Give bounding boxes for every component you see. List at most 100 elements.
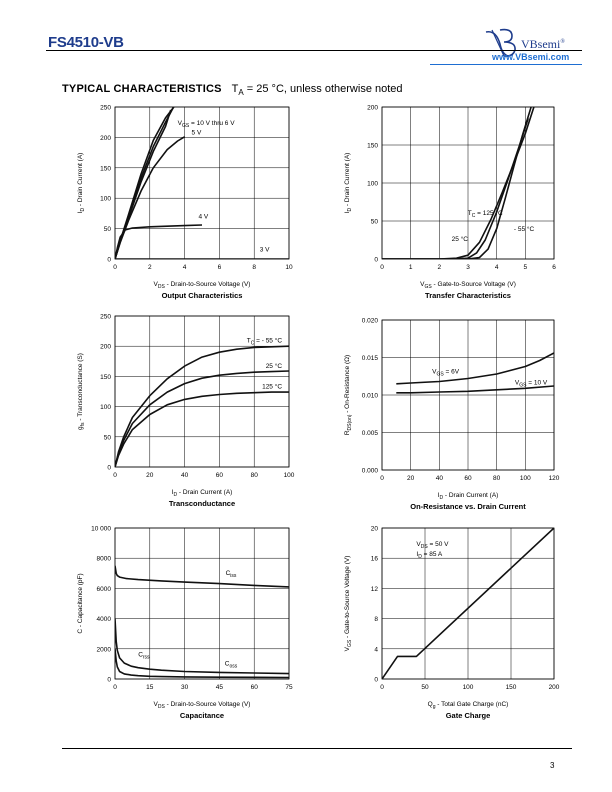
x-tick-label: 2 [148,264,152,271]
y-tick-label: 200 [367,105,378,112]
x-tick-label: 0 [113,264,117,271]
x-axis-label: VGS - Gate-to-Source Voltage (V) [420,281,516,290]
annotation-label: 25 °C [452,235,469,243]
y-tick-label: 100 [100,404,111,411]
x-axis-label: VDS - Drain-to-Source Voltage (V) [154,701,251,710]
y-axis-label: ID - Drain Current (A) [77,153,86,214]
series-line [115,565,289,588]
chart-title: On-Resistance vs. Drain Current [410,502,526,511]
y-tick-label: 50 [104,434,112,441]
section-condition: TA = 25 °C, unless otherwise noted [231,83,403,98]
header-rule-accent [430,64,582,65]
y-tick-label: 10 000 [91,526,111,533]
x-tick-label: 60 [464,475,472,482]
series-line [396,385,554,394]
y-tick-label: 150 [367,143,378,150]
y-tick-label: 250 [100,314,111,321]
y-tick-label: 0.015 [362,355,379,362]
y-axis-label: VGS - Gate-to-Source Voltage (V) [344,556,353,652]
chart-transfer: 0 1 2 3 4 5 6 0 50 100 150 200 TC = 125 °C 25 °C - 55 … [344,105,556,301]
x-tick-label: 0 [113,472,117,479]
annotation-label: 125 °C [262,382,282,390]
x-tick-label: 0 [380,475,384,482]
y-tick-label: 0.020 [362,318,379,325]
y-tick-label: 0 [107,465,111,472]
series-line [115,648,289,679]
y-tick-label: 8 [374,616,378,623]
x-tick-label: 100 [284,472,295,479]
chart-title: Transconductance [169,499,235,508]
annotation-label: Crss [138,651,150,660]
annotation-label: 4 V [199,213,209,220]
footer-rule [62,748,572,749]
y-axis-label: gfs - Transconductance (S) [77,353,86,430]
header-rule [46,50,582,51]
chart-gatecharge: 0 50 100 150 200 0 4 8 12 16 20 VDS = 50 VID = 85 A… [344,526,560,721]
x-tick-label: 8 [252,264,256,271]
section-heading: TYPICAL CHARACTERISTICS TA = 25 °C, unles… [62,83,403,97]
x-axis-label: ID - Drain Current (A) [438,492,499,501]
x-tick-label: 20 [407,475,415,482]
x-tick-label: 4 [495,264,499,271]
series-line [382,528,554,679]
annotation-label: VGS = 6V [432,368,460,377]
x-tick-label: 100 [463,684,474,691]
y-tick-label: 150 [100,374,111,381]
series-line [115,107,175,259]
x-tick-label: 120 [549,475,560,482]
y-tick-label: 16 [371,556,379,563]
y-tick-label: 12 [371,586,379,593]
x-axis-label: Qg - Total Gate Charge (nC) [428,701,509,710]
y-tick-label: 50 [371,219,379,226]
y-tick-label: 8000 [97,556,112,563]
x-tick-label: 80 [493,475,501,482]
x-tick-label: 6 [552,264,556,271]
y-tick-label: 4 [374,646,378,653]
x-tick-label: 50 [421,684,429,691]
series-line [382,107,532,259]
chart-capacitance: 0 15 30 45 60 75 0 2000 4000 6000 8000 10 000 Ciss Co… [77,526,293,721]
annotation-label: VGS = 10 V [515,380,548,389]
annotation-label: - 55 °C [514,225,535,233]
x-tick-label: 0 [380,684,384,691]
y-tick-label: 0.010 [362,393,379,400]
series-line [115,370,289,467]
x-tick-label: 6 [218,264,222,271]
annotation-label: TC = 125 °C [468,209,503,219]
series-line [115,136,186,259]
y-tick-label: 0 [107,677,111,684]
x-tick-label: 4 [183,264,187,271]
annotation-label: 3 V [260,247,270,254]
annotation-label: VGS = 10 V thru 6 V [178,120,236,129]
series-line [396,352,554,385]
y-tick-label: 100 [367,181,378,188]
annotation-label: Ciss [226,570,237,579]
brand-url[interactable]: www.VBsemi.com [492,52,570,62]
x-axis-label: ID - Drain Current (A) [172,489,233,498]
y-tick-label: 200 [100,344,111,351]
annotation-label: Coss [225,660,238,669]
x-tick-label: 20 [146,472,154,479]
x-tick-label: 200 [549,684,560,691]
y-tick-label: 4000 [97,616,112,623]
annotation-label: TC = - 55 °C [247,337,283,347]
page-number: 3 [550,761,555,770]
y-axis-label: RDS(on) - On-Resistance (Ω) [344,355,353,435]
x-tick-label: 75 [285,684,293,691]
y-tick-label: 20 [371,526,379,533]
plot-frame [381,527,555,680]
y-axis-label: ID - Drain Current (A) [344,153,353,214]
x-tick-label: 5 [524,264,528,271]
y-tick-label: 50 [104,226,112,233]
annotation-label: 5 V [192,129,202,136]
x-tick-label: 3 [466,264,470,271]
vbsemi-logo [485,28,516,57]
chart-title: Gate Charge [446,711,491,720]
x-axis-label: VDS - Drain-to-Source Voltage (V) [154,281,251,290]
x-tick-label: 1 [409,264,413,271]
part-number: FS4510-VB [48,34,124,51]
y-tick-label: 0.005 [362,430,379,437]
x-tick-label: 100 [520,475,531,482]
